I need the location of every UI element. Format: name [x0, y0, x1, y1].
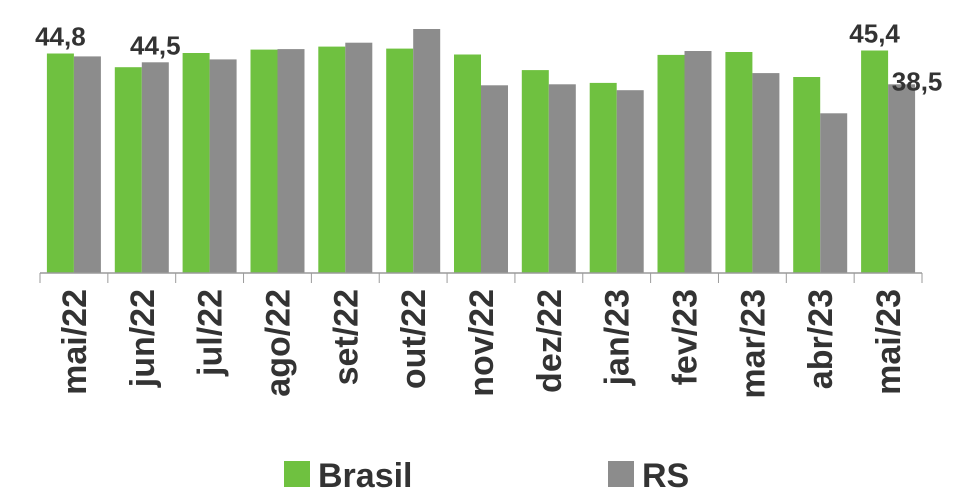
legend: Brasil RS [284, 457, 689, 495]
x-tick-label-set-22: set/22 [327, 289, 365, 385]
x-axis-tick-labels: mai/22 jun/22 jul/22 ago/22 set/22 out/22 nov/… [56, 289, 908, 399]
bar-brasil-abr-23 [793, 77, 821, 273]
data-label-rs-mai-23: 38,5 [892, 66, 943, 96]
bar-brasil-ago-22 [250, 49, 278, 273]
x-tick-label-dez-22: dez/22 [531, 289, 569, 393]
data-label-brasil-mai-22: 44,8 [35, 22, 86, 52]
bar-rs-abr-23 [820, 113, 848, 273]
bar-rs-jun-22 [141, 62, 169, 273]
bar-brasil-mai-22 [46, 53, 74, 273]
bar-rs-nov-22 [481, 85, 508, 273]
legend-label-brasil: Brasil [318, 457, 413, 495]
x-tick-label-mai-23: mai/23 [870, 289, 908, 395]
bar-brasil-mar-23 [725, 52, 753, 273]
x-tick-label-nov-22: nov/22 [463, 289, 501, 397]
x-tick-label-ago-22: ago/22 [260, 289, 298, 397]
bar-rs-ago-22 [277, 49, 305, 273]
x-tick-label-jul-22: jul/22 [192, 289, 230, 377]
x-axis-ticks [39, 273, 923, 283]
bar-rs-jan-23 [616, 90, 644, 273]
bar-rs-set-22 [345, 42, 373, 274]
bar-rs-mar-23 [752, 73, 780, 273]
bar-brasil-jul-22 [182, 53, 210, 273]
bar-rs-fev-23 [684, 51, 712, 273]
x-tick-label-mar-23: mar/23 [734, 289, 772, 399]
bars-group [46, 29, 916, 274]
bar-brasil-fev-23 [657, 54, 685, 274]
bar-rs-out-22 [413, 29, 441, 273]
bar-brasil-dez-22 [521, 70, 549, 273]
bar-brasil-jan-23 [589, 82, 617, 274]
bar-brasil-nov-22 [454, 54, 481, 273]
x-tick-label-mai-22: mai/22 [56, 289, 94, 395]
bar-brasil-mai-23 [861, 50, 889, 273]
x-tick-label-jan-23: jan/23 [599, 289, 637, 386]
legend-swatch-rs [608, 461, 634, 487]
x-tick-label-fev-23: fev/23 [667, 289, 705, 385]
bar-brasil-out-22 [386, 48, 414, 273]
x-tick-label-abr-23: abr/23 [802, 289, 840, 389]
bar-rs-mai-22 [73, 56, 101, 274]
data-label-brasil-mai-23: 45,4 [849, 19, 900, 49]
bar-rs-mai-23 [888, 84, 916, 273]
x-tick-label-out-22: out/22 [395, 289, 433, 389]
legend-label-rs: RS [642, 457, 689, 495]
legend-swatch-brasil [284, 461, 310, 487]
bar-rs-jul-22 [209, 59, 237, 274]
data-label-rs-jun-22: 44,5 [130, 30, 181, 60]
x-tick-label-jun-22: jun/22 [124, 289, 162, 388]
bar-brasil-set-22 [318, 46, 346, 273]
bar-brasil-jun-22 [114, 67, 142, 273]
bar-rs-dez-22 [548, 84, 576, 273]
data-labels-group: 44,8 44,5 45,4 38,5 [35, 19, 942, 97]
